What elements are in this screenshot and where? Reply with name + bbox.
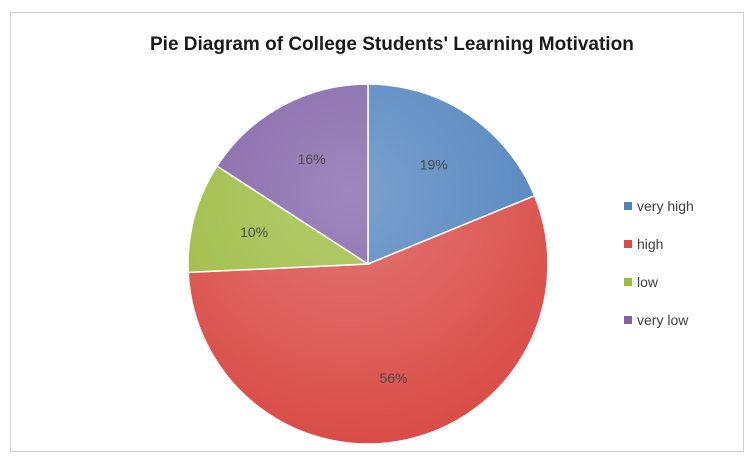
legend-swatch [624, 316, 632, 324]
legend-label: high [637, 236, 664, 252]
chart-title: Pie Diagram of College Students' Learnin… [150, 34, 634, 55]
legend-label: very low [637, 312, 689, 328]
pie-slices [187, 83, 549, 445]
legend-item-very-high: very high [624, 196, 694, 216]
legend-label: very high [637, 198, 694, 214]
pie-labels: 19% 56% 10% 16% [240, 151, 448, 386]
slice-label-high: 56% [379, 370, 407, 386]
legend-item-low: low [624, 272, 694, 292]
legend-label: low [637, 274, 659, 290]
legend-swatch [624, 202, 632, 210]
slice-label-very-low: 16% [298, 151, 326, 167]
slice-label-low: 10% [240, 224, 268, 240]
legend-item-high: high [624, 234, 694, 254]
legend-item-very-low: very low [624, 310, 694, 330]
legend: very high high low very low [624, 196, 694, 348]
slice-label-very-high: 19% [420, 157, 448, 173]
legend-swatch [624, 240, 632, 248]
legend-swatch [624, 278, 632, 286]
